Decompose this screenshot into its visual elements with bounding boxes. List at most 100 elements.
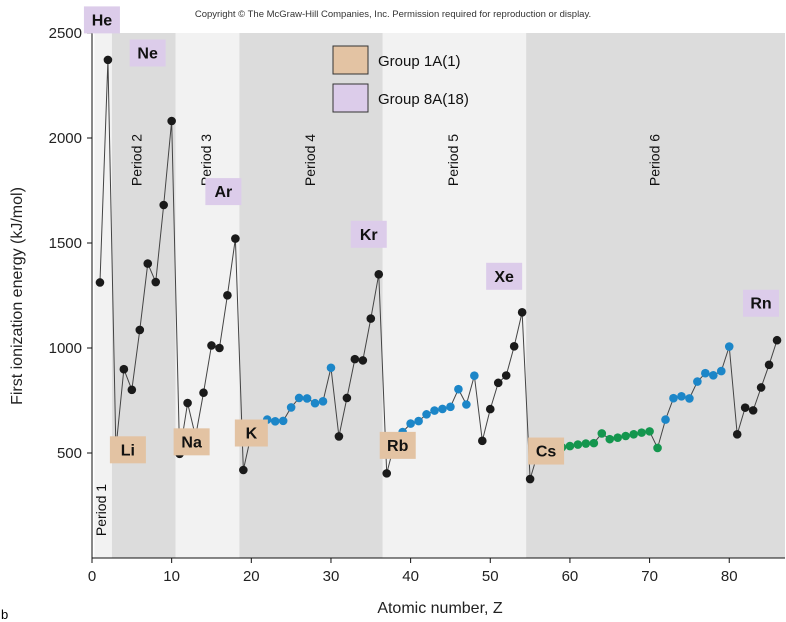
element-label-Xe: Xe [494,269,514,286]
period-band-1 [94,33,112,558]
data-point-z63 [589,438,599,448]
data-point-z64 [597,429,607,438]
data-point-z30 [326,363,336,373]
data-point-z79 [716,366,726,376]
y-tick-label: 2000 [49,130,82,147]
data-point-z29 [318,397,328,406]
data-point-z35 [366,314,376,323]
data-point-z6 [135,325,145,335]
data-point-z17 [223,290,232,300]
x-tick-label: 80 [721,568,738,585]
period-label-6: Period 6 [646,134,662,186]
corner-mark: b [1,607,9,622]
element-label-Kr: Kr [360,227,378,244]
data-point-z37 [382,469,392,478]
data-point-z72 [661,415,670,424]
x-tick-label: 0 [88,568,96,585]
data-point-z66 [613,433,623,442]
data-point-z18 [231,234,240,243]
period-band-6 [526,33,785,558]
element-label-Ne: Ne [137,45,158,62]
data-point-z25 [286,403,296,412]
data-point-z8 [151,277,161,287]
data-point-z23 [270,416,280,426]
x-tick-label: 10 [163,568,180,585]
data-point-z61 [573,440,583,449]
data-point-z26 [294,393,304,403]
data-point-z32 [342,393,352,403]
data-point-z4 [119,364,129,374]
element-label-box-Li [109,436,146,464]
data-point-z75 [685,394,694,403]
element-label-Na: Na [181,434,202,451]
data-point-z19 [239,465,248,475]
x-tick-label: 20 [243,568,260,585]
data-point-z73 [669,393,678,403]
period-label-4: Period 4 [302,134,318,186]
data-point-z71 [653,443,662,453]
legend-swatch-1 [332,45,369,75]
x-tick-label: 40 [402,568,419,585]
data-point-z84 [756,383,766,392]
element-label-box-Na [173,428,210,456]
data-point-z53 [509,342,519,351]
data-point-z2 [103,55,113,65]
data-point-z44 [438,404,447,414]
data-point-z77 [701,368,710,378]
element-label-box-Kr [350,220,387,248]
element-label-Ar: Ar [214,184,232,201]
data-point-z12 [183,398,192,408]
y-tick-label: 500 [57,445,82,462]
data-point-z54 [517,308,527,317]
y-axis-label: First ionization energy (kJ/mol) [9,187,26,405]
element-label-box-Ne [129,39,166,67]
copyright-notice: Copyright © The McGraw-Hill Companies, I… [194,9,592,20]
data-point-z85 [764,360,774,370]
x-tick-label: 30 [323,568,340,585]
element-label-Rb: Rb [387,438,409,455]
data-point-z27 [302,394,312,403]
data-point-z76 [693,377,702,386]
element-label-K: K [246,426,258,443]
element-label-box-K [234,419,268,447]
period-label-3: Period 3 [198,134,214,186]
data-point-z83 [748,406,758,415]
data-point-z15 [207,341,216,350]
data-point-z62 [581,439,591,448]
data-point-z50 [485,404,495,414]
element-labels: He Ne Ar Kr Xe Rn Li Na K Rb Cs [83,6,780,465]
data-point-z1 [95,278,105,287]
data-point-z36 [374,269,384,279]
x-axis-label: Atomic number, Z [377,600,503,617]
data-point-z49 [478,436,487,446]
y-tick-label: 2500 [49,25,82,42]
data-point-z48 [470,371,479,381]
data-point-z45 [446,402,455,412]
legend: Group 1A(1) Group 8A(18) [332,45,469,113]
x-tick-label: 60 [562,568,579,585]
data-point-z70 [645,427,654,436]
element-label-box-He [83,6,120,34]
data-point-z14 [199,388,208,398]
data-point-z65 [605,434,615,444]
data-point-z28 [310,398,320,408]
data-point-z34 [358,356,368,365]
legend-swatch-2 [332,83,369,113]
data-point-z82 [740,403,750,412]
data-point-z24 [278,416,288,426]
element-label-Li: Li [121,442,135,459]
element-label-box-Cs [528,437,565,465]
data-point-z81 [732,430,742,439]
element-label-box-Rn [743,289,780,317]
legend-label-1: Group 1A(1) [378,53,461,70]
data-point-z78 [709,371,718,380]
x-tick-label: 70 [641,568,658,585]
data-point-z43 [430,406,439,415]
data-point-z47 [462,400,471,409]
data-point-z41 [414,416,423,426]
x-tick-label: 50 [482,568,499,585]
period-label-1: Period 1 [93,484,109,536]
data-point-z51 [493,378,503,388]
data-point-z16 [215,343,224,353]
